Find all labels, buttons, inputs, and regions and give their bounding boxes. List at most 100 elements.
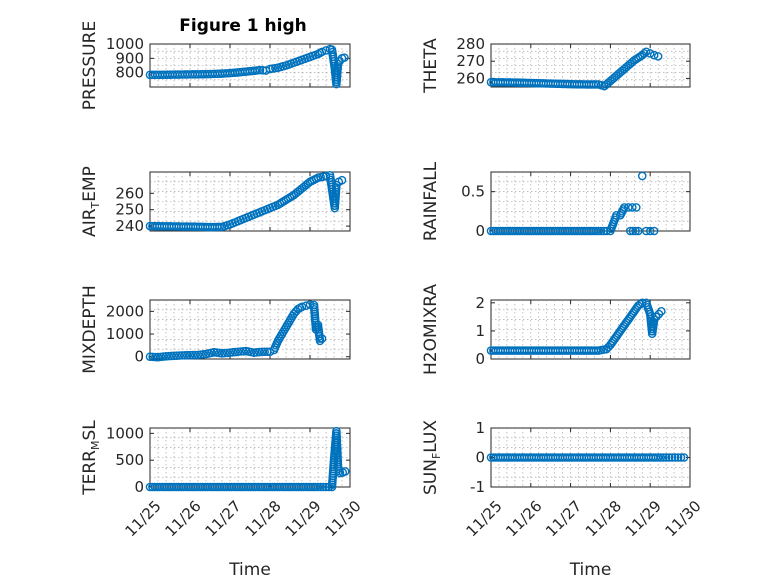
y-tick-label: 1000 — [106, 35, 144, 53]
y-axis-label: TERRMSL — [80, 420, 102, 496]
data-point — [639, 49, 649, 58]
data-point — [628, 226, 638, 236]
data-point — [627, 203, 637, 212]
y-tick-label: 2000 — [106, 302, 144, 320]
x-tick-label: 11/29 — [281, 497, 324, 540]
x-tick-label: 11/30 — [321, 497, 364, 540]
data-point — [657, 306, 666, 316]
data-point — [620, 203, 629, 212]
y-tick-label: 800 — [115, 64, 144, 82]
data-point — [340, 467, 350, 476]
y-axis-label: PRESSURE — [80, 21, 100, 110]
x-tick-label: 11/25 — [121, 497, 164, 540]
data-point — [265, 347, 275, 357]
data-point — [301, 301, 311, 310]
data-point — [656, 453, 666, 462]
data-point — [591, 80, 601, 89]
data-point — [641, 47, 651, 57]
data-point — [313, 482, 323, 492]
data-point — [659, 453, 668, 462]
y-tick-label: -1 — [470, 478, 485, 496]
data-point — [667, 453, 677, 462]
y-tick-label: 500 — [115, 451, 144, 469]
data-point — [664, 453, 674, 462]
x-tick-label: 11/27 — [542, 497, 585, 540]
data-point — [188, 350, 197, 360]
y-tick-label: 0 — [134, 478, 144, 496]
data-point — [316, 482, 325, 492]
data-point — [319, 482, 328, 492]
y-tick-label: 270 — [456, 52, 485, 70]
subplot-h2omixra: 0 1 2 H2OMIXRA — [421, 284, 691, 375]
data-point — [637, 171, 647, 181]
y-axis-label: H2OMIXRA — [421, 284, 441, 375]
data-point — [641, 226, 651, 236]
data-point — [624, 203, 633, 212]
data-point — [594, 226, 603, 236]
data-point — [185, 350, 195, 360]
x-tick-label: 11/28 — [241, 497, 284, 540]
data-point — [172, 351, 181, 360]
data-point — [183, 350, 192, 360]
data-point — [612, 210, 621, 220]
y-tick-label: 1000 — [106, 325, 144, 343]
data-point — [180, 350, 189, 360]
y-axis-label: SUNFLUX — [421, 420, 443, 495]
x-tick-label: 11/26 — [161, 497, 204, 540]
data-point — [161, 351, 171, 361]
data-point — [148, 352, 157, 362]
data-point — [596, 226, 606, 236]
data-point — [631, 226, 640, 236]
data-point — [257, 347, 267, 357]
data-point — [260, 347, 269, 357]
y-tick-label: 260 — [456, 69, 485, 87]
y-axis-label: RAINFALL — [421, 161, 441, 241]
data-point — [676, 453, 686, 462]
figure-title: Figure 1 high — [179, 16, 307, 36]
y-tick-label: 0 — [475, 222, 485, 240]
y-tick-label: 900 — [115, 49, 144, 67]
x-tick-label: 11/28 — [582, 497, 625, 540]
data-point — [297, 302, 307, 312]
data-point — [633, 226, 643, 236]
data-point — [167, 351, 176, 361]
data-point — [661, 453, 671, 462]
data-point — [175, 351, 184, 360]
data-point — [673, 453, 683, 462]
x-tick-label: 11/30 — [661, 497, 704, 540]
data-point — [145, 352, 155, 362]
data-point — [340, 53, 349, 62]
data-point — [255, 65, 265, 75]
data-point — [602, 226, 611, 236]
data-point — [317, 334, 327, 343]
y-axis-label: THETA — [421, 38, 441, 94]
data-point — [177, 351, 187, 360]
data-point — [626, 226, 635, 236]
y-axis-label: MIXDEPTH — [80, 285, 100, 374]
y-tick-label: 0 — [475, 449, 485, 467]
data-point — [645, 226, 655, 236]
data-point — [631, 203, 641, 212]
subplot-rainfall: 0 0.5 RAINFALL — [421, 161, 691, 241]
x-tick-label: 11/27 — [201, 497, 244, 540]
data-point — [337, 175, 347, 185]
data-point — [637, 298, 647, 308]
y-tick-label: 280 — [456, 35, 485, 53]
data-point — [317, 47, 327, 57]
data-point — [164, 351, 173, 361]
data-point — [169, 351, 179, 361]
y-tick-label: 250 — [115, 201, 144, 219]
y-axis-label: AIRTEMP — [80, 166, 102, 237]
y-tick-label: 1000 — [106, 424, 144, 442]
y-tick-label: 2 — [475, 294, 485, 312]
x-tick-label: 11/29 — [622, 497, 665, 540]
data-point — [151, 352, 160, 362]
data-point — [653, 453, 663, 462]
